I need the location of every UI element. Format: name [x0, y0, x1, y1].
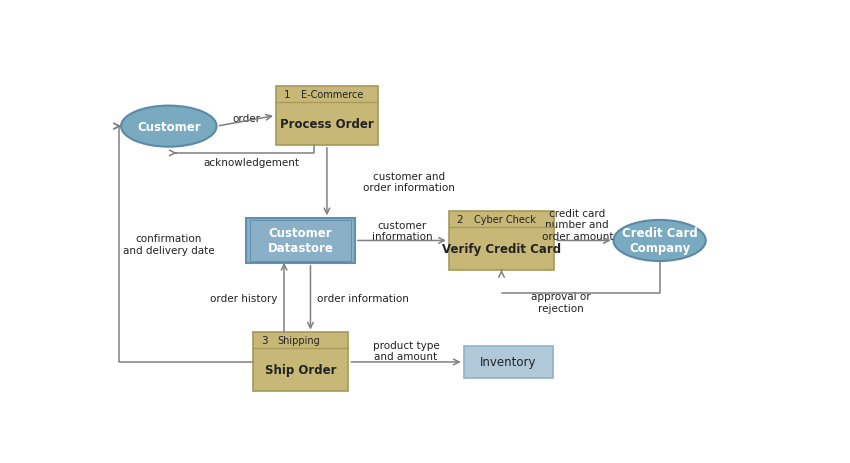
- Text: order information: order information: [317, 293, 409, 303]
- Text: Process Order: Process Order: [280, 118, 374, 131]
- Text: customer and
order information: customer and order information: [363, 171, 455, 193]
- FancyBboxPatch shape: [246, 219, 355, 263]
- Text: product type
and amount: product type and amount: [372, 340, 439, 362]
- Text: 1: 1: [284, 90, 291, 100]
- Ellipse shape: [121, 106, 217, 147]
- Text: Credit Card
Company: Credit Card Company: [621, 227, 698, 255]
- Text: Ship Order: Ship Order: [265, 363, 337, 376]
- Text: order history: order history: [210, 293, 277, 303]
- Text: acknowledgement: acknowledgement: [203, 157, 299, 168]
- FancyBboxPatch shape: [463, 346, 552, 378]
- Text: Verify Credit Card: Verify Credit Card: [442, 243, 561, 256]
- Text: E-Commerce: E-Commerce: [301, 90, 363, 100]
- Text: Customer
Datastore: Customer Datastore: [268, 227, 333, 255]
- Text: credit card
number and
order amount: credit card number and order amount: [541, 208, 613, 242]
- Text: 3: 3: [261, 336, 268, 346]
- Ellipse shape: [614, 220, 705, 262]
- Text: customer
information: customer information: [371, 220, 432, 242]
- Text: 2: 2: [456, 214, 463, 225]
- Text: Inventory: Inventory: [480, 356, 536, 369]
- Text: Customer: Customer: [137, 120, 201, 133]
- Text: confirmation
and delivery date: confirmation and delivery date: [122, 234, 214, 255]
- FancyBboxPatch shape: [252, 333, 348, 392]
- Text: order: order: [232, 114, 260, 124]
- Text: Shipping: Shipping: [278, 336, 320, 346]
- FancyBboxPatch shape: [276, 87, 378, 145]
- FancyBboxPatch shape: [449, 212, 554, 270]
- Text: Cyber Check: Cyber Check: [473, 214, 536, 225]
- Text: approval or
rejection: approval or rejection: [531, 292, 591, 313]
